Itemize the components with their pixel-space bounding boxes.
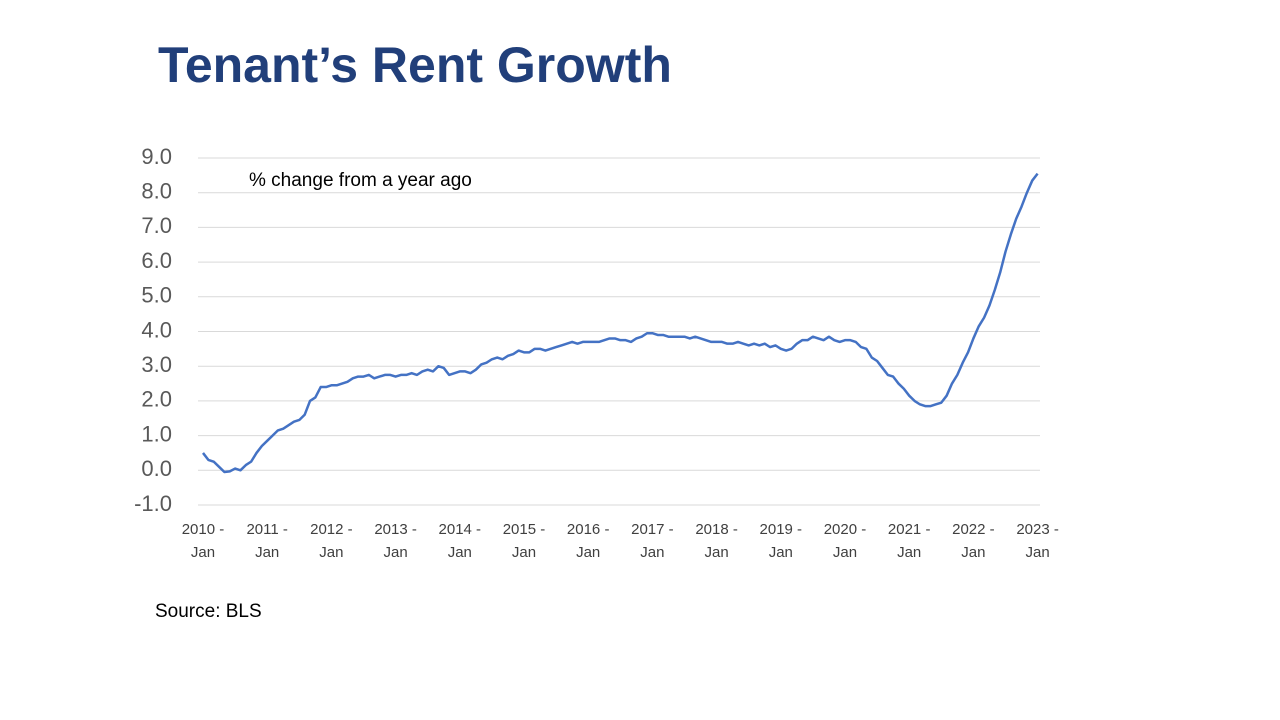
x-tick-label: 2014 - Jan bbox=[438, 521, 482, 561]
y-tick-label: 2.0 bbox=[141, 387, 172, 412]
x-tick-label: 2013 - Jan bbox=[374, 521, 417, 561]
x-tick-label: 2011 - Jan bbox=[246, 521, 288, 561]
x-tick-label: 2023 - Jan bbox=[1016, 521, 1059, 561]
y-tick-label: 7.0 bbox=[141, 213, 172, 238]
y-tick-label: 8.0 bbox=[141, 179, 172, 204]
x-tick-label: 2020 - Jan bbox=[823, 521, 867, 561]
x-tick-label: 2015 - Jan bbox=[502, 521, 546, 561]
y-tick-label: 4.0 bbox=[141, 317, 172, 342]
y-tick-label: 1.0 bbox=[141, 421, 172, 446]
x-tick-label: 2018 - Jan bbox=[695, 521, 738, 561]
x-tick-label: 2017 - Jan bbox=[631, 521, 674, 561]
y-tick-label: 0.0 bbox=[141, 456, 172, 481]
y-tick-label: 6.0 bbox=[141, 248, 172, 273]
y-tick-label: -1.0 bbox=[134, 491, 172, 516]
source: Source: BLS bbox=[155, 601, 262, 622]
x-tick-label: 2016 - Jan bbox=[566, 521, 610, 561]
annotation: % change from a year ago bbox=[249, 170, 472, 191]
x-tick-label: 2010 - Jan bbox=[181, 521, 225, 561]
y-tick-label: 9.0 bbox=[141, 144, 172, 169]
y-tick-label: 3.0 bbox=[141, 352, 172, 377]
y-tick-label: 5.0 bbox=[141, 283, 172, 308]
chart-title: Tenant’s Rent Growth bbox=[158, 37, 672, 93]
data-line bbox=[202, 172, 1039, 474]
x-tick-label: 2022 - Jan bbox=[952, 521, 995, 561]
x-tick-label: 2012 - Jan bbox=[310, 521, 353, 561]
x-tick-label: 2021 - Jan bbox=[887, 521, 931, 561]
x-tick-label: 2019 - Jan bbox=[759, 521, 803, 561]
